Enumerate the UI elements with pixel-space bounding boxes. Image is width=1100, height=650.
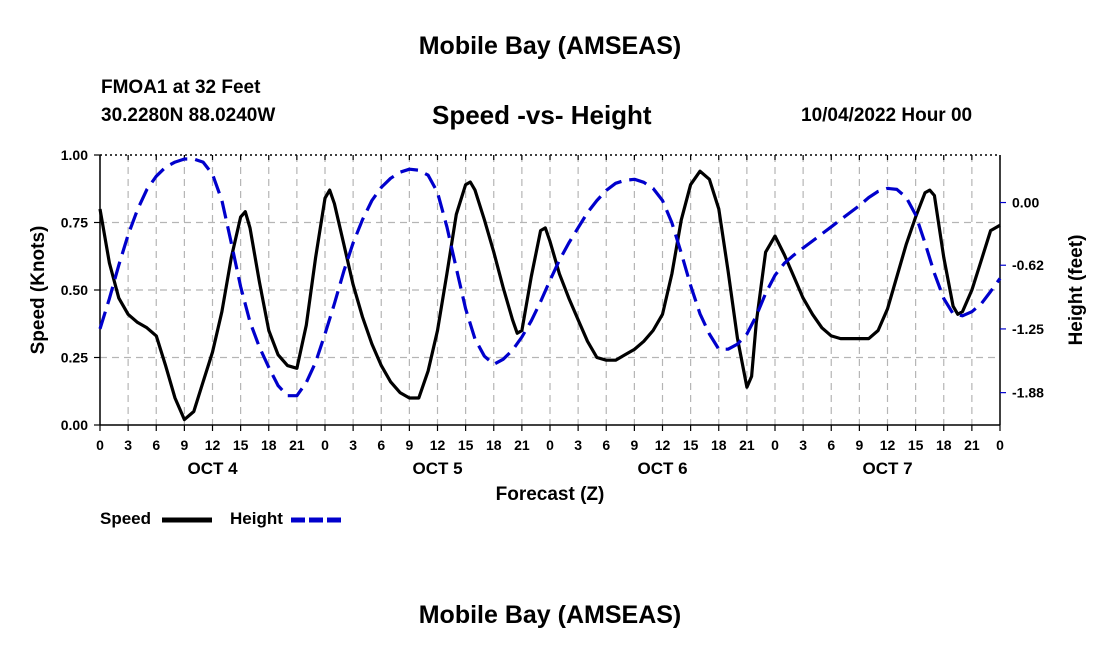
x-tick-label: 0	[546, 437, 554, 453]
y-right-tick-label: -1.88	[1012, 385, 1044, 401]
date-label: OCT 7	[862, 459, 912, 478]
x-axis-title: Forecast (Z)	[496, 484, 605, 505]
y-left-tick-label: 0.50	[61, 282, 88, 298]
x-tick-label: 18	[261, 437, 277, 453]
x-tick-label: 15	[683, 437, 699, 453]
date-label: OCT 6	[637, 459, 687, 478]
coordinates-label: 30.2280N 88.0240W	[101, 105, 276, 126]
date-label: OCT 4	[187, 459, 238, 478]
x-tick-label: 12	[205, 437, 221, 453]
x-tick-label: 12	[430, 437, 446, 453]
station-label: FMOA1 at 32 Feet	[101, 77, 261, 98]
x-tick-label: 21	[289, 437, 305, 453]
x-tick-label: 9	[630, 437, 638, 453]
x-tick-label: 0	[771, 437, 779, 453]
x-tick-label: 0	[996, 437, 1004, 453]
y-right-tick-label: -0.62	[1012, 257, 1044, 273]
legend-label-speed: Speed	[100, 509, 151, 528]
height-series-line	[98, 157, 1002, 398]
x-tick-label: 18	[936, 437, 952, 453]
x-tick-label: 3	[349, 437, 357, 453]
x-tick-label: 12	[880, 437, 896, 453]
x-tick-label: 21	[514, 437, 530, 453]
x-tick-label: 9	[855, 437, 863, 453]
y-right-axis-title: Height (feet)	[1066, 235, 1087, 346]
x-tick-label: 3	[574, 437, 582, 453]
x-tick-label: 9	[180, 437, 188, 453]
y-right-tick-label: -1.25	[1012, 321, 1044, 337]
x-tick-label: 21	[964, 437, 980, 453]
y-left-tick-label: 1.00	[61, 147, 88, 163]
y-left-axis-title: Speed (Knots)	[28, 226, 49, 355]
x-tick-label: 3	[124, 437, 132, 453]
y-left-tick-label: 0.25	[61, 350, 88, 366]
x-tick-label: 12	[655, 437, 671, 453]
x-tick-label: 18	[486, 437, 502, 453]
x-tick-label: 3	[799, 437, 807, 453]
x-tick-label: 0	[96, 437, 104, 453]
x-tick-label: 9	[405, 437, 413, 453]
speed-series-line	[98, 169, 1001, 422]
x-tick-label: 18	[711, 437, 727, 453]
y-right-tick-label: 0.00	[1012, 195, 1039, 211]
legend-label-height: Height	[230, 509, 283, 528]
x-tick-label: 6	[152, 437, 160, 453]
date-label: OCT 5	[412, 459, 462, 478]
x-tick-label: 0	[321, 437, 329, 453]
x-tick-label: 15	[233, 437, 249, 453]
x-tick-label: 6	[827, 437, 835, 453]
chart-subtitle: Speed -vs- Height	[432, 100, 652, 130]
x-tick-label: 15	[458, 437, 474, 453]
chart-main-title: Mobile Bay (AMSEAS)	[418, 32, 682, 60]
y-left-tick-label: 0.75	[61, 215, 88, 231]
x-tick-label: 15	[908, 437, 924, 453]
footer-title: Mobile Bay (AMSEAS)	[418, 601, 682, 629]
x-tick-label: 6	[602, 437, 610, 453]
y-left-tick-label: 0.00	[61, 417, 88, 433]
x-tick-label: 6	[377, 437, 385, 453]
forecast-datetime: 10/04/2022 Hour 00	[801, 105, 973, 126]
x-tick-label: 21	[739, 437, 755, 453]
